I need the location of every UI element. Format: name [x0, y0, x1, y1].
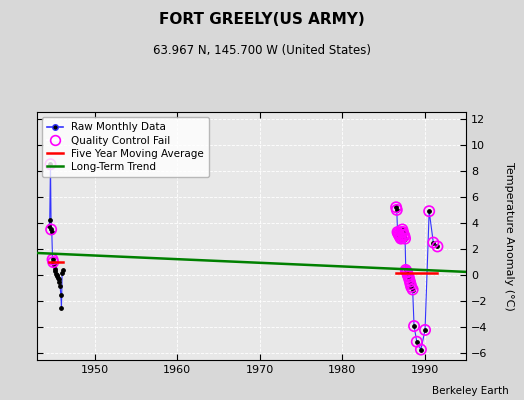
Point	[392, 207, 401, 213]
Point	[400, 233, 409, 239]
Point	[407, 281, 415, 288]
Point	[417, 346, 425, 353]
Point	[396, 234, 405, 240]
Point	[392, 207, 401, 213]
Point	[429, 239, 438, 246]
Point	[394, 229, 402, 235]
Point	[52, 271, 60, 277]
Point	[405, 276, 413, 282]
Point	[52, 272, 61, 278]
Point	[425, 208, 433, 214]
Point	[403, 269, 411, 276]
Point	[429, 239, 438, 246]
Point	[395, 232, 403, 238]
Point	[396, 234, 405, 240]
Point	[51, 268, 59, 274]
Point	[400, 233, 409, 239]
Point	[401, 236, 409, 242]
Point	[397, 236, 405, 242]
Point	[46, 161, 54, 168]
Point	[46, 217, 54, 224]
Point	[47, 226, 56, 233]
Point	[421, 327, 429, 333]
Point	[401, 236, 409, 242]
Point	[408, 286, 417, 293]
Point	[54, 274, 62, 281]
Point	[406, 278, 414, 285]
Point	[407, 281, 415, 288]
Point	[49, 259, 58, 265]
Point	[54, 276, 63, 282]
Point	[403, 272, 412, 278]
Point	[405, 276, 413, 282]
Point	[394, 229, 402, 235]
Point	[50, 266, 59, 272]
Point	[399, 232, 408, 238]
Text: 63.967 N, 145.700 W (United States): 63.967 N, 145.700 W (United States)	[153, 44, 371, 57]
Point	[47, 226, 56, 233]
Point	[398, 226, 407, 233]
Point	[46, 161, 54, 168]
Point	[394, 230, 402, 236]
Point	[433, 243, 442, 250]
Point	[396, 233, 404, 239]
Point	[395, 232, 403, 238]
Point	[57, 304, 66, 311]
Point	[53, 273, 61, 280]
Point	[403, 269, 411, 276]
Text: FORT GREELY(US ARMY): FORT GREELY(US ARMY)	[159, 12, 365, 27]
Point	[399, 229, 407, 235]
Point	[398, 226, 407, 233]
Point	[48, 256, 57, 263]
Point	[402, 268, 411, 274]
Point	[405, 273, 413, 280]
Y-axis label: Temperature Anomaly (°C): Temperature Anomaly (°C)	[505, 162, 515, 310]
Point	[45, 222, 53, 229]
Point	[48, 256, 57, 263]
Point	[417, 346, 425, 353]
Point	[401, 267, 410, 273]
Point	[408, 286, 417, 293]
Point	[412, 338, 421, 345]
Point	[402, 268, 411, 274]
Point	[57, 292, 65, 298]
Point	[406, 278, 414, 285]
Point	[398, 229, 406, 235]
Point	[425, 208, 433, 214]
Point	[403, 272, 412, 278]
Point	[399, 229, 407, 235]
Point	[55, 278, 63, 285]
Point	[48, 229, 56, 235]
Legend: Raw Monthly Data, Quality Control Fail, Five Year Moving Average, Long-Term Tren: Raw Monthly Data, Quality Control Fail, …	[42, 117, 209, 177]
Text: Berkeley Earth: Berkeley Earth	[432, 386, 508, 396]
Point	[59, 267, 67, 273]
Point	[396, 233, 404, 239]
Point	[58, 269, 67, 276]
Point	[399, 232, 408, 238]
Point	[392, 204, 400, 210]
Point	[49, 259, 58, 265]
Point	[397, 236, 405, 242]
Point	[405, 273, 413, 280]
Point	[407, 284, 416, 290]
Point	[407, 284, 416, 290]
Point	[56, 282, 64, 289]
Point	[412, 338, 421, 345]
Point	[410, 323, 418, 329]
Point	[394, 230, 402, 236]
Point	[421, 327, 429, 333]
Point	[392, 204, 400, 210]
Point	[398, 229, 406, 235]
Point	[401, 267, 410, 273]
Point	[410, 323, 418, 329]
Point	[50, 262, 58, 268]
Point	[433, 243, 442, 250]
